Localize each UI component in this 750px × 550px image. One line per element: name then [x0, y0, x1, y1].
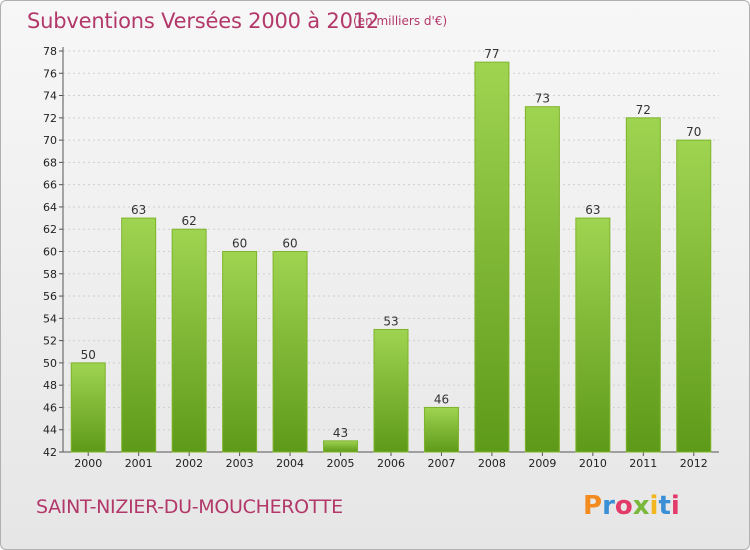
- data-label: 63: [131, 203, 146, 217]
- data-label: 46: [434, 392, 449, 406]
- y-tick-label: 46: [43, 401, 57, 414]
- x-tick-label: 2011: [629, 457, 657, 470]
- data-label: 43: [333, 426, 348, 440]
- logo-letter: r: [602, 491, 615, 521]
- bar: [272, 251, 308, 453]
- x-tick-label: 2008: [478, 457, 506, 470]
- bar: [373, 328, 409, 453]
- x-tick-label: 2006: [377, 457, 405, 470]
- bar: [423, 406, 459, 453]
- chart-title: Subventions Versées 2000 à 2012: [27, 9, 380, 33]
- axes: 42 44 46 48 50 52 54 56 58 60 62 64 66 68 70 72 74 76 78 20…: [43, 45, 719, 470]
- data-labels: 50 63 62 60 60 43 53 46 77 73 63 72 70: [81, 47, 702, 440]
- x-tick-label: 2000: [74, 457, 102, 470]
- bar: [70, 362, 106, 453]
- commune-name: SAINT-NIZIER-DU-MOUCHEROTTE: [36, 496, 343, 518]
- unit-note: (en milliers d'€): [353, 14, 448, 28]
- x-tick-label: 2010: [579, 457, 607, 470]
- y-tick-label: 58: [43, 268, 57, 281]
- data-label: 60: [232, 237, 247, 251]
- y-tick-label: 54: [43, 312, 57, 325]
- logo-letter: o: [614, 491, 633, 521]
- bars: [70, 61, 712, 453]
- y-tick-label: 72: [43, 112, 57, 125]
- data-label: 72: [636, 103, 651, 117]
- bar: [524, 106, 560, 453]
- x-tick-label: 2007: [427, 457, 455, 470]
- data-label: 62: [182, 214, 197, 228]
- proxiti-logo[interactable]: Proxiti: [583, 491, 680, 521]
- bar: [676, 139, 712, 453]
- x-tick-label: 2002: [175, 457, 203, 470]
- bar: [625, 117, 661, 453]
- logo-letter: x: [632, 491, 650, 521]
- x-tick-label: 2004: [276, 457, 304, 470]
- data-label: 63: [585, 203, 600, 217]
- bar: [222, 251, 258, 453]
- bar: [575, 217, 611, 453]
- data-label: 73: [535, 92, 550, 106]
- y-tick-label: 48: [43, 379, 57, 392]
- y-tick-label: 52: [43, 335, 57, 348]
- data-label: 50: [81, 348, 96, 362]
- y-tick-label: 78: [43, 45, 57, 58]
- data-label: 77: [484, 47, 499, 61]
- y-tick-label: 64: [43, 201, 57, 214]
- bar: [474, 61, 510, 453]
- y-tick-label: 70: [43, 134, 57, 147]
- x-tick-label: 2003: [226, 457, 254, 470]
- y-tick-label: 74: [43, 90, 57, 103]
- logo-letter: P: [583, 491, 603, 521]
- x-tick-label: 2009: [528, 457, 556, 470]
- y-tick-label: 42: [43, 446, 57, 459]
- data-label: 70: [686, 125, 701, 139]
- logo-letter: i: [670, 491, 680, 521]
- x-tick-label: 2012: [680, 457, 708, 470]
- logo-letter: i: [649, 491, 659, 521]
- y-tick-label: 60: [43, 246, 57, 259]
- x-tick-label: 2005: [327, 457, 355, 470]
- y-tick-label: 76: [43, 67, 57, 80]
- y-tick-label: 68: [43, 156, 57, 169]
- x-tick-label: 2001: [125, 457, 153, 470]
- y-tick-label: 62: [43, 223, 57, 236]
- bar: [323, 440, 359, 453]
- y-tick-label: 56: [43, 290, 57, 303]
- y-tick-label: 66: [43, 179, 57, 192]
- y-tick-label: 50: [43, 357, 57, 370]
- y-tick-label: 44: [43, 424, 57, 437]
- bar: [171, 228, 207, 453]
- bar: [121, 217, 157, 453]
- logo-letter: t: [658, 491, 671, 521]
- data-label: 53: [383, 314, 398, 328]
- data-label: 60: [282, 237, 297, 251]
